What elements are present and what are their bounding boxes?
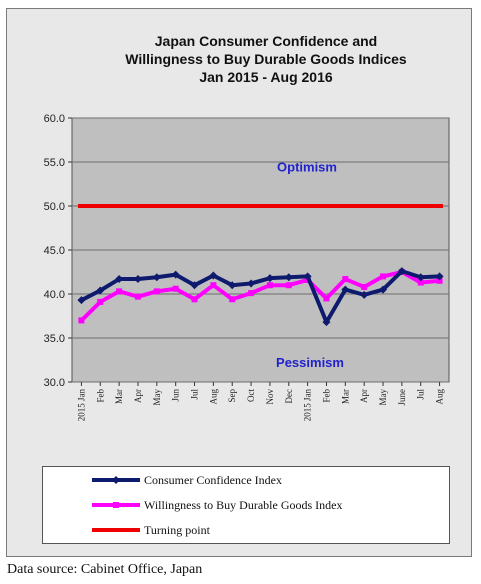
data-point bbox=[115, 275, 124, 284]
y-tick-label: 55.0 bbox=[44, 157, 65, 169]
data-point bbox=[285, 282, 292, 289]
x-tick-label: Dec bbox=[284, 389, 294, 404]
data-point bbox=[284, 273, 293, 282]
data-point bbox=[397, 267, 406, 276]
x-tick-label: Oct bbox=[246, 389, 256, 402]
data-point bbox=[97, 298, 104, 305]
x-tick-label: Jul bbox=[190, 389, 200, 400]
data-point bbox=[341, 285, 350, 294]
y-tick-label: 30.0 bbox=[44, 377, 65, 389]
data-point bbox=[171, 270, 180, 279]
data-point bbox=[342, 276, 349, 283]
data-point bbox=[78, 317, 85, 324]
x-tick-label: Aug bbox=[435, 389, 445, 405]
data-point bbox=[322, 318, 331, 327]
legend-label: Consumer Confidence Index bbox=[144, 473, 282, 487]
data-point bbox=[436, 277, 443, 284]
data-point bbox=[435, 272, 444, 281]
data-point bbox=[228, 281, 237, 290]
x-tick-label: Mar bbox=[340, 389, 350, 404]
legend-entry-0: Consumer Confidence Index bbox=[92, 473, 282, 487]
series-1 bbox=[78, 269, 443, 324]
x-tick-label: Nov bbox=[265, 389, 275, 405]
x-tick-label: Apr bbox=[359, 389, 369, 403]
chart-title-line-3: Jan 2015 - Aug 2016 bbox=[199, 69, 333, 85]
legend-label: Willingness to Buy Durable Goods Index bbox=[144, 498, 343, 512]
y-axis-ticks: 30.0 35.0 40.0 45.0 50.0 55.0 60.0 bbox=[44, 113, 72, 389]
legend: Consumer Confidence Index Willingness to … bbox=[92, 473, 343, 537]
chart-title-line-1: Japan Consumer Confidence and bbox=[155, 33, 377, 49]
data-source-note: Data source: Cabinet Office, Japan bbox=[7, 562, 203, 577]
y-tick-label: 45.0 bbox=[44, 245, 65, 257]
data-point bbox=[380, 273, 387, 280]
data-point bbox=[191, 296, 198, 303]
annotation-pessimism: Pessimism bbox=[276, 355, 344, 370]
series-lines bbox=[77, 204, 444, 327]
data-point bbox=[77, 296, 86, 305]
data-point bbox=[361, 283, 368, 290]
data-point bbox=[266, 282, 273, 289]
legend-entry-2: Turning point bbox=[92, 523, 211, 537]
series-0 bbox=[77, 267, 444, 327]
x-axis-ticks: 2015 Jan Feb Mar Apr May Jun Jul Aug Sep Oct Nov De… bbox=[76, 382, 445, 422]
y-tick-label: 50.0 bbox=[44, 201, 65, 213]
data-point bbox=[248, 290, 255, 297]
x-tick-label: June bbox=[397, 389, 407, 406]
x-tick-label: Jun bbox=[171, 389, 181, 402]
data-point bbox=[229, 296, 236, 303]
data-point bbox=[416, 273, 425, 282]
data-point bbox=[134, 293, 141, 300]
data-point bbox=[190, 281, 199, 290]
data-point bbox=[153, 288, 160, 295]
data-point bbox=[133, 275, 142, 284]
data-point bbox=[172, 285, 179, 292]
data-point bbox=[209, 271, 218, 280]
data-point bbox=[265, 274, 274, 283]
x-tick-label: Sep bbox=[227, 389, 237, 403]
data-point bbox=[96, 286, 105, 295]
legend-label: Turning point bbox=[144, 523, 211, 537]
series-line bbox=[80, 270, 440, 322]
legend-entry-1: Willingness to Buy Durable Goods Index bbox=[92, 498, 343, 512]
data-point bbox=[303, 272, 312, 281]
legend-marker bbox=[112, 476, 120, 484]
annotation-optimism: Optimism bbox=[277, 159, 337, 174]
data-point bbox=[247, 279, 256, 288]
data-point bbox=[379, 285, 388, 294]
data-point bbox=[417, 279, 424, 286]
x-tick-label: May bbox=[378, 389, 388, 406]
x-tick-label: 2015 Jan bbox=[76, 389, 86, 422]
y-tick-label: 60.0 bbox=[44, 113, 65, 125]
data-point bbox=[210, 282, 217, 289]
x-tick-label: Feb bbox=[321, 389, 331, 403]
x-tick-label: Aug bbox=[208, 389, 218, 405]
chart-title-line-2: Willingness to Buy Durable Goods Indices bbox=[125, 51, 407, 67]
legend-marker bbox=[113, 502, 119, 508]
data-point bbox=[116, 288, 123, 295]
x-tick-label: Jul bbox=[416, 389, 426, 400]
x-tick-label: Mar bbox=[114, 389, 124, 404]
data-point bbox=[152, 273, 161, 282]
x-tick-label: May bbox=[152, 389, 162, 406]
x-tick-label: Feb bbox=[95, 389, 105, 403]
y-tick-label: 40.0 bbox=[44, 289, 65, 301]
x-tick-label: 2015 Jan bbox=[303, 389, 313, 422]
y-tick-label: 35.0 bbox=[44, 333, 65, 345]
data-point bbox=[360, 290, 369, 299]
x-tick-label: Apr bbox=[133, 389, 143, 403]
data-point bbox=[323, 295, 330, 302]
chart-title: Japan Consumer Confidence and Willingnes… bbox=[125, 33, 407, 85]
